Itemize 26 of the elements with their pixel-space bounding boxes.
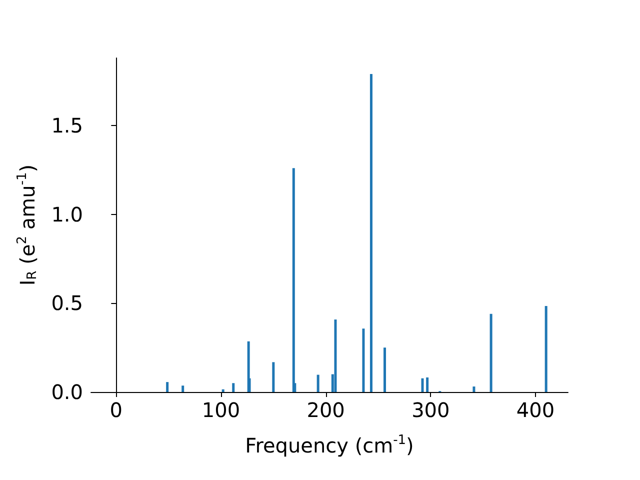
- x-tick-label: 100: [202, 398, 240, 422]
- x-tick-label: 0: [110, 398, 123, 422]
- bar: [472, 386, 476, 392]
- bar: [544, 306, 548, 392]
- bar: [426, 377, 429, 392]
- bar: [334, 320, 337, 392]
- y-axis-title: IR (e2 amu-1): [15, 164, 40, 286]
- y-tick-label: 0.0: [51, 380, 83, 404]
- bar: [222, 389, 224, 392]
- bar: [421, 378, 424, 392]
- x-tick-label: 400: [516, 398, 555, 422]
- x-tick-label: 300: [412, 398, 450, 422]
- x-tick-label: 200: [306, 398, 345, 422]
- bar: [292, 168, 295, 392]
- bar: [490, 314, 492, 392]
- bar: [166, 382, 169, 392]
- bar: [316, 374, 320, 392]
- y-tick-label: 1.0: [51, 202, 83, 226]
- bar: [182, 386, 184, 392]
- bar: [370, 74, 372, 392]
- bar: [232, 383, 235, 392]
- bar: [272, 362, 275, 392]
- bar: [362, 328, 365, 392]
- y-tick-label: 1.5: [51, 114, 83, 138]
- bar: [384, 348, 386, 392]
- y-tick-label: 0.5: [51, 291, 83, 316]
